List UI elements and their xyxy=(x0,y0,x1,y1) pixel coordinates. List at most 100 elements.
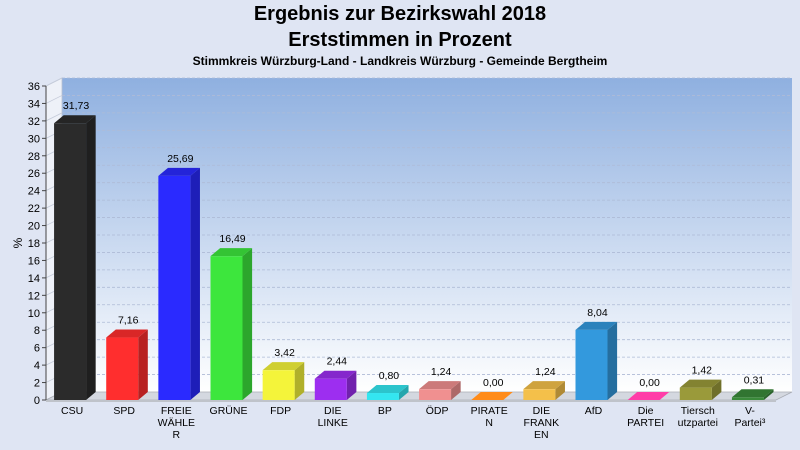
category-label: PIRATE xyxy=(471,405,508,417)
value-label: 0,31 xyxy=(744,374,765,386)
bar-side xyxy=(294,362,305,400)
bar-9 xyxy=(523,381,565,400)
category-label: FRANK xyxy=(524,417,560,429)
gridline-side xyxy=(45,77,63,87)
bar-8 xyxy=(471,392,513,400)
bar-7 xyxy=(419,381,461,400)
y-tick-label: 4 xyxy=(34,360,40,372)
y-tick-label: 12 xyxy=(28,290,40,302)
bar-top xyxy=(419,381,461,390)
bar-12 xyxy=(679,379,722,400)
bar-top xyxy=(366,385,409,394)
bar-front xyxy=(314,378,347,400)
bar-top xyxy=(106,329,148,338)
value-label: 0,00 xyxy=(639,377,660,389)
y-tick-label: 30 xyxy=(28,133,40,145)
chart-region-subtitle: Stimmkreis Würzburg-Land - Landkreis Wür… xyxy=(192,54,608,68)
bar-top xyxy=(158,167,200,176)
value-label: 0,00 xyxy=(483,377,504,389)
y-axis-label: % xyxy=(11,237,25,248)
gridline-side xyxy=(45,112,63,122)
bar-front xyxy=(210,256,243,400)
y-tick-label: 22 xyxy=(28,203,40,215)
bar-front xyxy=(106,337,139,400)
category-label: V- xyxy=(745,405,755,417)
bar-side xyxy=(242,248,253,400)
bar-front xyxy=(679,387,712,400)
category-label: GRÜNE xyxy=(210,405,248,417)
category-label: R xyxy=(173,429,181,441)
category-label: FREIE xyxy=(161,405,192,417)
bar-side xyxy=(711,379,722,400)
bar-top xyxy=(54,115,96,124)
bar-11 xyxy=(627,392,670,400)
bar-side xyxy=(86,115,96,400)
y-tick-label: 6 xyxy=(34,343,40,355)
category-label: AfD xyxy=(585,405,603,417)
value-label: 25,69 xyxy=(167,153,193,165)
bar-1 xyxy=(106,329,148,400)
chart-title: Ergebnis zur Bezirkswahl 2018 xyxy=(253,3,547,25)
bar-side xyxy=(555,381,565,400)
bar-front xyxy=(366,393,399,400)
category-label: EN xyxy=(534,429,549,441)
category-label: ÖDP xyxy=(426,405,449,417)
y-tick-label: 20 xyxy=(28,221,40,233)
category-label: PARTEI xyxy=(627,417,664,429)
bar-4 xyxy=(262,362,305,400)
y-tick-label: 32 xyxy=(28,116,40,128)
value-label: 31,73 xyxy=(63,100,89,112)
value-label: 1,42 xyxy=(692,365,713,377)
bar-13 xyxy=(731,389,774,400)
category-label: Partei³ xyxy=(734,417,765,429)
bar-top xyxy=(523,381,565,390)
value-label: 7,16 xyxy=(118,315,139,327)
y-tick-label: 26 xyxy=(28,168,40,180)
y-tick-label: 18 xyxy=(28,238,40,250)
bar-side xyxy=(138,329,148,400)
bar-front xyxy=(262,370,295,400)
bar-side xyxy=(607,321,618,400)
category-label: DIE xyxy=(533,405,551,417)
bar-top xyxy=(575,321,618,330)
bar-10 xyxy=(575,321,618,400)
category-label: BP xyxy=(378,405,392,417)
bar-front xyxy=(523,389,556,400)
bar-top xyxy=(262,362,305,371)
gridline-side xyxy=(45,95,63,104)
category-label: DIE xyxy=(324,405,342,417)
value-label: 16,49 xyxy=(219,233,245,245)
bar-zero-slab xyxy=(471,392,513,400)
bar-6 xyxy=(366,385,409,400)
category-label: CSU xyxy=(61,405,83,417)
y-tick-label: 10 xyxy=(28,308,40,320)
value-label: 2,44 xyxy=(327,356,348,368)
bar-front xyxy=(419,389,452,400)
category-label: LINKE xyxy=(318,417,348,429)
y-tick-label: 14 xyxy=(28,273,40,285)
y-tick-label: 34 xyxy=(28,98,40,110)
category-label: Die xyxy=(638,405,654,417)
value-label: 0,80 xyxy=(379,370,400,382)
bar-side xyxy=(346,370,357,400)
category-label: Tiersch xyxy=(681,405,715,417)
y-tick-label: 2 xyxy=(34,378,40,390)
category-label: utzpartei xyxy=(678,417,718,429)
bar-side xyxy=(398,385,409,400)
bar-front xyxy=(54,123,87,400)
value-label: 3,42 xyxy=(274,347,295,359)
y-tick-label: 36 xyxy=(28,81,40,93)
y-tick-label: 0 xyxy=(34,395,40,407)
category-label: SPD xyxy=(113,405,135,417)
category-label: WÄHLE xyxy=(158,417,195,429)
category-label: FDP xyxy=(270,405,291,417)
bar-top xyxy=(210,248,253,257)
bar-5 xyxy=(314,370,357,400)
bar-3 xyxy=(210,248,253,400)
floor-front-edge xyxy=(46,400,776,402)
bar-side xyxy=(451,381,461,400)
bar-front xyxy=(158,175,191,400)
bar-side xyxy=(763,389,774,400)
